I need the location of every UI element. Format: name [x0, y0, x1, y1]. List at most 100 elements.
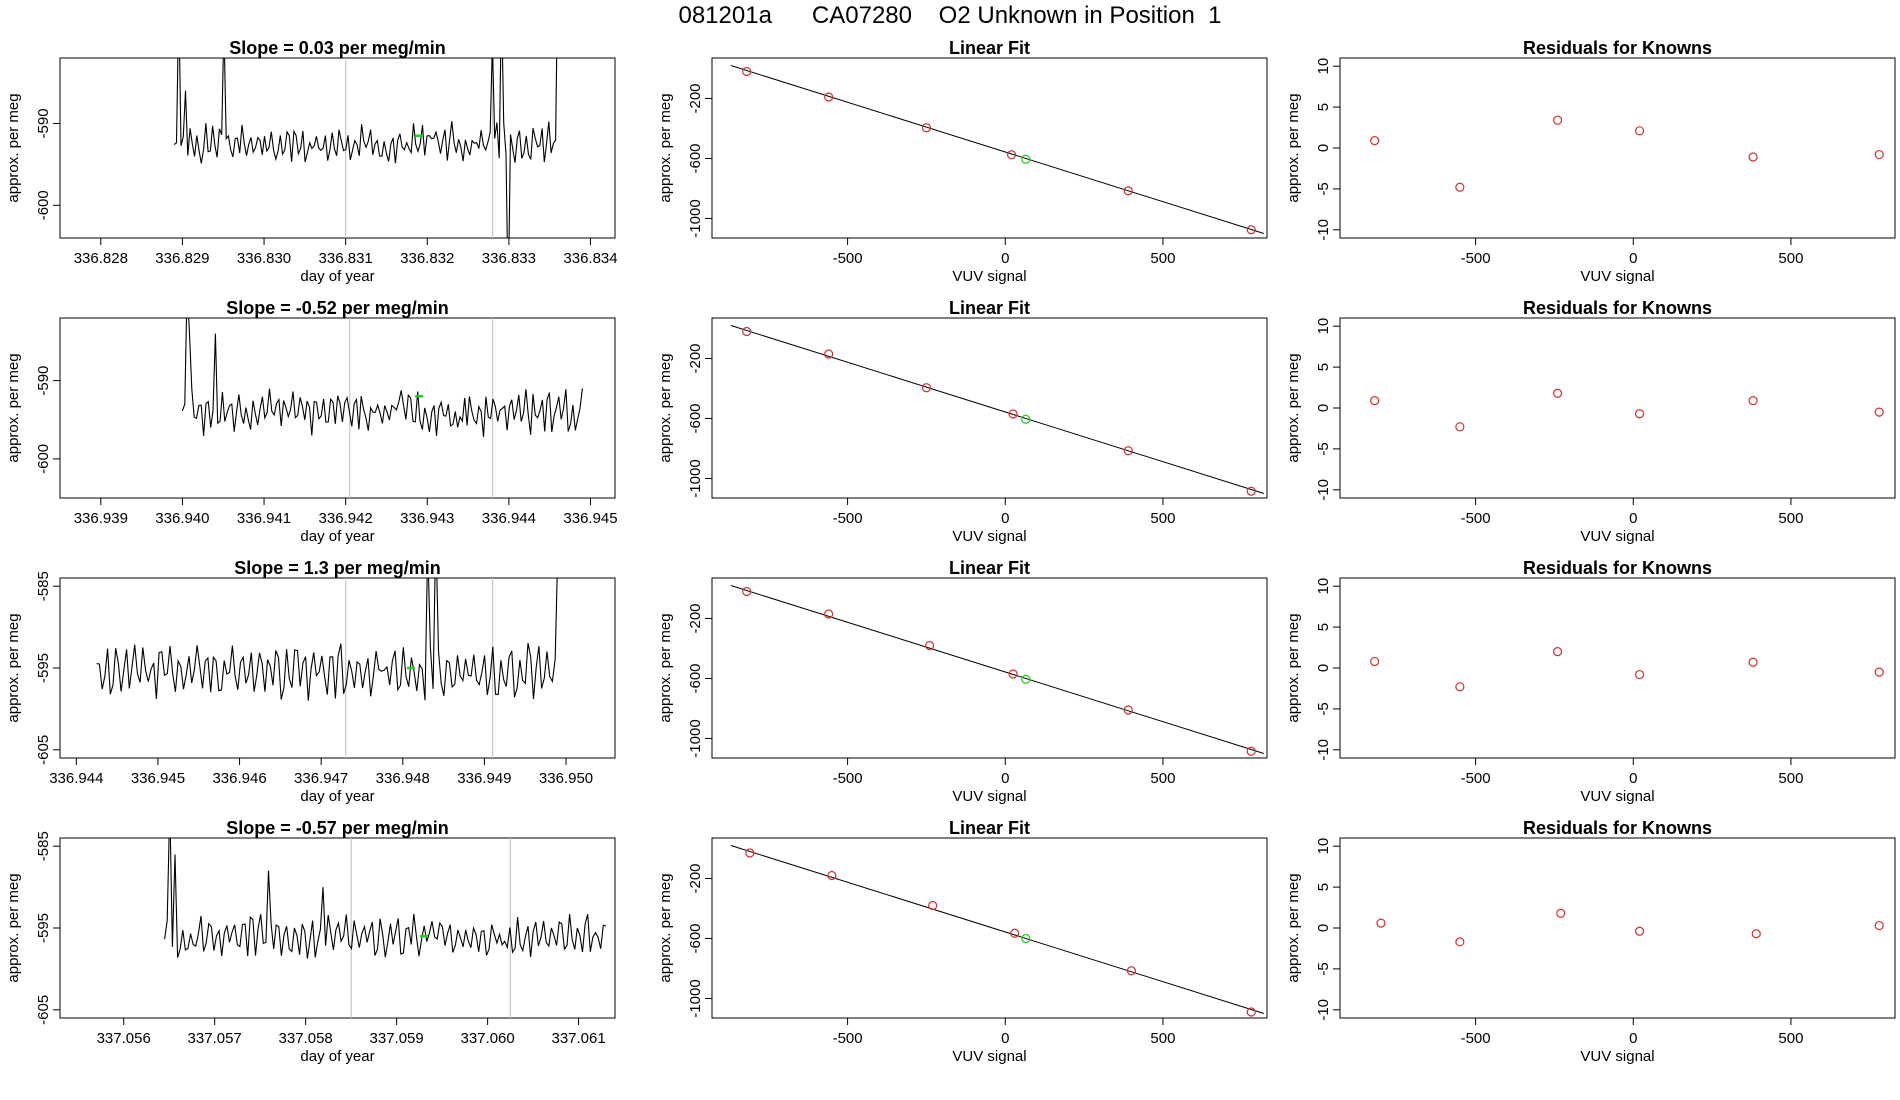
page-title: 081201a CA07280 O2 Unknown in Position 1 — [678, 2, 1222, 29]
plot-title: Slope = 1.3 per meg/min — [234, 558, 441, 578]
y-tick-label: -600 — [687, 143, 704, 173]
x-tick-label: 336.834 — [563, 250, 617, 267]
plot-area — [730, 325, 1264, 496]
known-point — [827, 870, 837, 881]
y-tick-label: -1000 — [687, 199, 704, 237]
x-tick-label: 336.943 — [400, 510, 454, 527]
plot-frame — [1339, 57, 1896, 239]
known-point — [1246, 486, 1256, 496]
y-tick-label: -200 — [687, 83, 704, 113]
y-tick-label: -200 — [687, 343, 704, 373]
x-tick-label: 0 — [1629, 510, 1637, 527]
y-tick-label: -600 — [35, 190, 52, 220]
y-axis-label: approx. per meg — [1285, 93, 1302, 202]
y-tick-label: -605 — [35, 995, 52, 1025]
x-tick-label: 337.061 — [551, 1030, 605, 1047]
y-tick-label: 10 — [1315, 838, 1332, 855]
residual-point — [1455, 422, 1465, 432]
x-axis-label: day of year — [300, 1048, 374, 1065]
x-tick-label: 336.945 — [563, 510, 617, 527]
y-tick-label: 5 — [1315, 623, 1332, 631]
plot-area — [181, 318, 583, 498]
plot-title: Linear Fit — [949, 38, 1030, 58]
x-tick-label: 336.829 — [155, 250, 209, 267]
plot-frame — [1339, 317, 1896, 499]
plot-title: Linear Fit — [949, 818, 1030, 838]
x-tick-label: 0 — [1001, 510, 1009, 527]
y-tick-label: -600 — [687, 663, 704, 693]
residual-point — [1552, 647, 1563, 657]
residual-point — [1455, 182, 1465, 192]
residual-point — [1552, 388, 1563, 398]
y-tick-label: 0 — [1315, 924, 1332, 932]
y-tick-label: -1000 — [687, 459, 704, 497]
x-tick-label: 336.832 — [400, 250, 454, 267]
known-point — [1246, 746, 1256, 756]
y-tick-label: 0 — [1315, 404, 1332, 412]
known-point — [824, 349, 834, 359]
known-point — [1123, 705, 1133, 715]
x-tick-label: -500 — [1461, 770, 1491, 787]
y-tick-label: -605 — [35, 735, 52, 765]
x-tick-label: 336.944 — [482, 510, 536, 527]
known-point — [1006, 150, 1017, 160]
unknown-point — [1021, 933, 1031, 944]
y-tick-label: -595 — [35, 913, 52, 943]
residual-point — [1376, 918, 1386, 928]
residual-point — [1748, 396, 1758, 406]
plot-frame — [59, 317, 616, 499]
fit-line — [730, 65, 1264, 234]
unknown-point — [1021, 154, 1031, 164]
plot-frame — [711, 317, 1268, 499]
residual-point — [1455, 682, 1465, 692]
y-tick-label: -1000 — [687, 979, 704, 1017]
fit-line — [730, 845, 1264, 1014]
residual-point — [1552, 115, 1563, 125]
residual-point — [1634, 126, 1645, 136]
x-tick-label: 500 — [1778, 510, 1803, 527]
known-point — [1008, 409, 1018, 419]
y-tick-label: -600 — [687, 403, 704, 433]
panel-4-linear-fit: Linear Fit -500 0 500 VUV signal -200 -600 -100… — [657, 818, 1268, 1065]
residual-point — [1874, 149, 1884, 160]
x-tick-label: 336.947 — [294, 770, 348, 787]
plot-area — [730, 65, 1264, 235]
x-tick-label: 337.056 — [97, 1030, 151, 1047]
x-tick-label: 336.828 — [74, 250, 128, 267]
plot-frame — [1339, 837, 1896, 1019]
y-axis-label: approx. per meg — [5, 353, 22, 462]
x-tick-label: 336.941 — [237, 510, 291, 527]
plot-title: Residuals for Knowns — [1523, 558, 1712, 578]
known-point — [1008, 669, 1018, 679]
plot-area — [1370, 388, 1884, 432]
y-tick-label: 5 — [1315, 883, 1332, 891]
x-tick-label: 500 — [1778, 770, 1803, 787]
x-axis-label: VUV signal — [1580, 1048, 1654, 1065]
x-tick-label: 500 — [1150, 510, 1175, 527]
y-tick-label: -600 — [35, 444, 52, 474]
residual-point — [1874, 407, 1884, 417]
plot-title: Linear Fit — [949, 298, 1030, 318]
plot-title: Slope = -0.57 per meg/min — [226, 818, 449, 838]
y-tick-label: -590 — [35, 108, 52, 138]
plot-area — [1376, 908, 1884, 947]
x-tick-label: 336.949 — [457, 770, 511, 787]
x-tick-label: 336.944 — [49, 770, 103, 787]
series-line — [181, 318, 583, 437]
x-tick-label: -500 — [833, 770, 863, 787]
panel-1-time-series: Slope = 0.03 per meg/min 336.828 336.829 33… — [5, 38, 618, 285]
series-line — [164, 838, 607, 959]
known-point — [921, 123, 932, 133]
x-tick-label: 500 — [1150, 250, 1175, 267]
x-tick-label: 336.948 — [376, 770, 430, 787]
x-tick-label: 337.057 — [188, 1030, 242, 1047]
residual-point — [1634, 409, 1645, 419]
y-tick-label: -595 — [35, 653, 52, 683]
plot-frame — [1339, 577, 1896, 759]
y-axis-label: approx. per meg — [657, 353, 674, 462]
x-tick-label: 336.833 — [482, 250, 536, 267]
y-tick-label: -585 — [35, 831, 52, 861]
panel-3-linear-fit: Linear Fit -500 0 500 VUV signal -200 -600 -100… — [657, 558, 1268, 805]
y-tick-label: -200 — [687, 863, 704, 893]
